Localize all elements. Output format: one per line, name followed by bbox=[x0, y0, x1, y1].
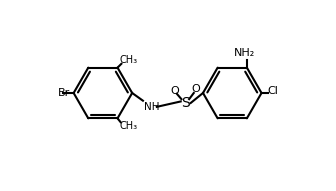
Text: O: O bbox=[192, 84, 201, 94]
Text: NH: NH bbox=[144, 102, 160, 112]
Text: NH₂: NH₂ bbox=[234, 48, 255, 58]
Text: CH₃: CH₃ bbox=[120, 55, 138, 65]
Text: S: S bbox=[181, 96, 190, 110]
Text: Cl: Cl bbox=[268, 87, 279, 96]
Text: CH₃: CH₃ bbox=[119, 121, 137, 131]
Text: O: O bbox=[170, 86, 179, 96]
Text: Br: Br bbox=[57, 88, 70, 98]
